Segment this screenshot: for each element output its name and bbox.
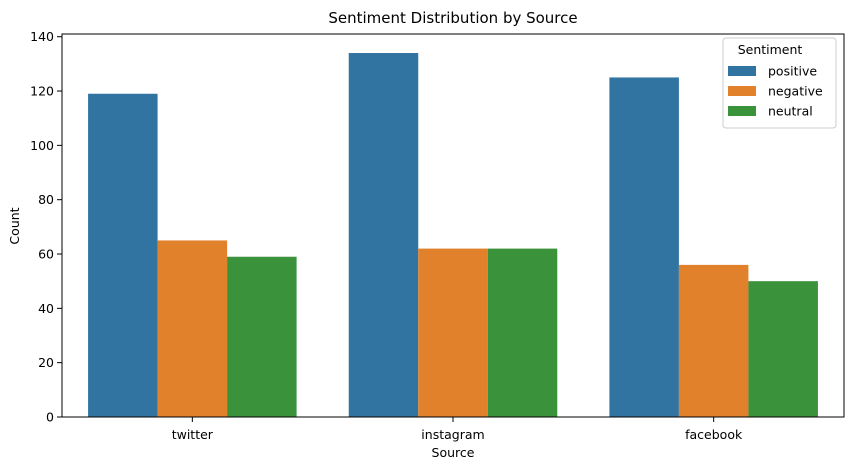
y-tick-label: 140: [30, 29, 54, 44]
legend-swatch-neutral: [728, 106, 756, 116]
bar-negative-twitter: [157, 240, 228, 417]
y-tick-label: 120: [30, 84, 54, 99]
y-tick-label: 100: [30, 138, 54, 153]
bar-negative-instagram: [418, 248, 488, 417]
x-tick-label-twitter: twitter: [172, 427, 214, 442]
legend-box: [722, 37, 837, 129]
y-tick-label: 60: [38, 247, 54, 262]
x-axis: twitter instagram facebook: [172, 417, 743, 442]
legend-label-positive: positive: [768, 64, 817, 79]
x-tick-label-facebook: facebook: [685, 427, 743, 442]
y-tick-label: 40: [38, 301, 54, 316]
bars-group: [88, 53, 818, 418]
bar-neutral-facebook: [748, 281, 818, 417]
bar-positive-instagram: [348, 53, 419, 417]
legend-swatch-positive: [728, 66, 756, 76]
chart-title: Sentiment Distribution by Source: [328, 9, 577, 27]
y-axis: 0 20 40 60 80 100 120 140: [30, 29, 62, 425]
bar-positive-twitter: [88, 93, 158, 417]
legend-label-negative: negative: [768, 84, 823, 99]
bar-positive-facebook: [609, 77, 679, 418]
legend-swatch-negative: [728, 86, 756, 96]
legend: Sentiment positive negative neutral: [722, 37, 837, 129]
y-tick-label: 0: [46, 410, 54, 425]
y-axis-label: Count: [7, 207, 22, 244]
bar-neutral-instagram: [487, 248, 558, 417]
y-tick-label: 80: [38, 192, 54, 207]
legend-label-neutral: neutral: [768, 104, 813, 119]
y-tick-label: 20: [38, 355, 54, 370]
plot-frame: [61, 33, 845, 418]
legend-items: positive negative neutral: [728, 64, 823, 119]
legend-title: Sentiment: [738, 42, 803, 57]
bar-neutral-twitter: [227, 256, 297, 417]
x-axis-label: Source: [432, 445, 475, 460]
bar-negative-facebook: [678, 264, 749, 417]
x-tick-label-instagram: instagram: [421, 427, 484, 442]
